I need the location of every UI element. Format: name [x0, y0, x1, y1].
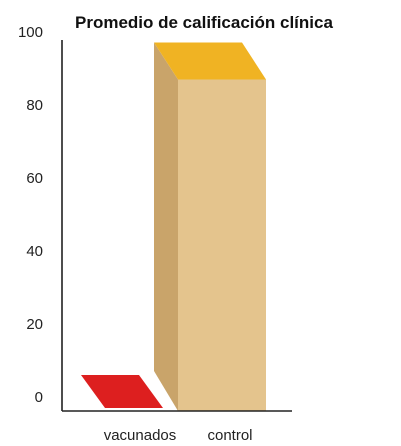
y-tick-label: 0: [35, 389, 43, 406]
y-tick-label: 40: [26, 243, 43, 260]
x-axis-labels: vacunados control: [104, 427, 253, 444]
bar-top-vacunados: [81, 375, 163, 408]
y-axis-ticks: 0 20 40 60 80 100: [18, 24, 43, 406]
y-tick-label: 60: [26, 170, 43, 187]
bar-control: [154, 42, 266, 411]
y-tick-label: 100: [18, 24, 43, 41]
bar-vacunados: [81, 375, 163, 408]
x-tick-label-control: control: [207, 427, 252, 444]
y-tick-label: 20: [26, 316, 43, 333]
chart-title: Promedio de calificación clínica: [75, 13, 333, 32]
bars: [81, 42, 266, 411]
x-tick-label-vacunados: vacunados: [104, 427, 177, 444]
y-tick-label: 80: [26, 97, 43, 114]
bar-top-control: [154, 42, 266, 80]
bar-side-control: [154, 42, 178, 411]
bar-front-control: [178, 79, 266, 411]
